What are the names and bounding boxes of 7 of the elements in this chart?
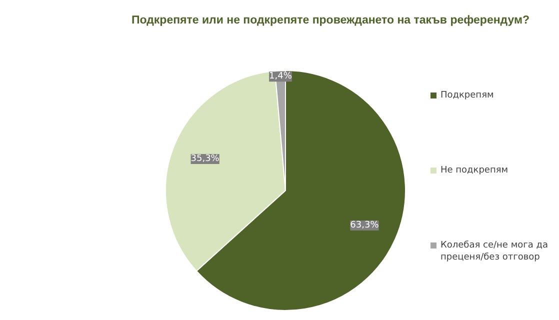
chart-title: Подкрепяте или не подкрепяте провеждането на такъв референдум? [131, 14, 530, 26]
data-label: 35,3% [190, 154, 220, 164]
legend-label: Подкрепям [440, 90, 494, 100]
legend-label: Не подкрепям [440, 166, 508, 176]
legend-label: Колебая се/не мога да преценя/без отговор [440, 240, 548, 262]
data-label: 63,3% [350, 220, 380, 231]
data-label: 1,4% [269, 72, 292, 82]
